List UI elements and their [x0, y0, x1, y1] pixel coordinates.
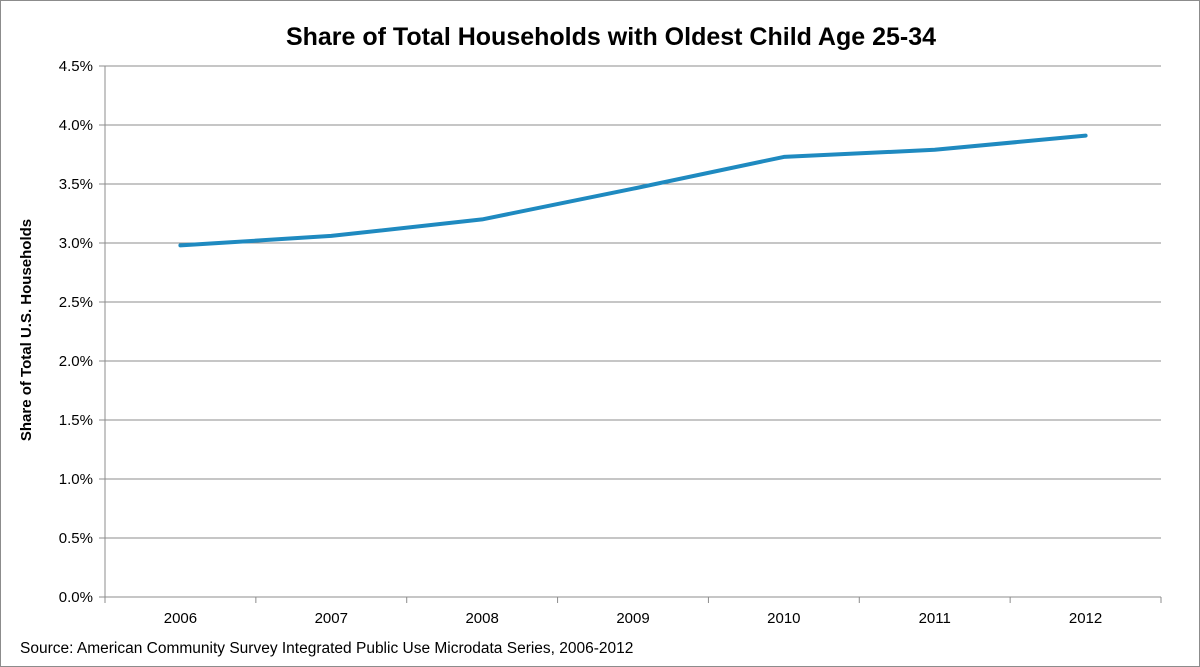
- y-tick-labels: 0.0% 0.5% 1.0% 1.5% 2.0% 2.5% 3.0% 3.5% 4.0% 4.5%: [59, 58, 93, 606]
- series: [178, 133, 1088, 248]
- y-tick-label: 1.5%: [59, 412, 93, 429]
- x-tick-label: 2011: [919, 610, 951, 627]
- axes: [99, 65, 1162, 603]
- series-line: [178, 133, 1088, 248]
- x-tick-label: 2008: [465, 610, 498, 627]
- gridlines: [105, 65, 1161, 539]
- chart-title: Share of Total Households with Oldest Ch…: [286, 23, 936, 51]
- y-tick-label: 2.0%: [59, 353, 93, 370]
- x-tick-label: 2009: [616, 610, 649, 627]
- y-tick-label: 0.0%: [59, 589, 93, 606]
- y-tick-label: 4.0%: [59, 117, 93, 134]
- y-axis-label: Share of Total U.S. Households: [18, 219, 35, 441]
- y-tick-label: 2.5%: [59, 294, 93, 311]
- y-tick-label: 3.5%: [59, 176, 93, 193]
- x-tick-label: 2007: [315, 610, 348, 627]
- x-tick-label: 2010: [767, 610, 800, 627]
- y-tick-label: 0.5%: [59, 530, 93, 547]
- y-tick-label: 4.5%: [59, 58, 93, 75]
- y-tick-label: 1.0%: [59, 471, 93, 488]
- source-note: Source: American Community Survey Integr…: [20, 640, 633, 657]
- x-tick-labels: 2006 2007 2008 2009 2010 2011 2012: [164, 610, 1103, 627]
- y-tick-label: 3.0%: [59, 235, 93, 252]
- x-tick-label: 2012: [1069, 610, 1102, 627]
- x-tick-label: 2006: [164, 610, 197, 627]
